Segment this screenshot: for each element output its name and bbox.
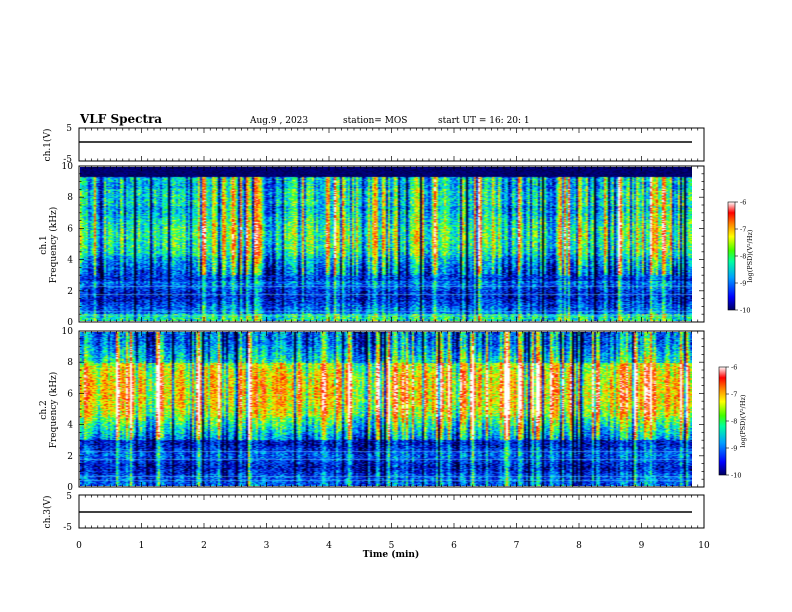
ch1-colorbar	[727, 201, 736, 311]
start-time-label: start UT = 16: 20: 1	[438, 116, 530, 126]
colorbar-tick-label: -8	[731, 418, 737, 426]
frequency-tick-label: 8	[67, 358, 73, 368]
colorbar-tick-label: -9	[740, 280, 746, 288]
figure-title: VLF Spectra	[79, 112, 162, 126]
frequency-tick-label: 10	[62, 162, 74, 172]
date-label: Aug.9 , 2023	[249, 116, 308, 126]
frequency-tick-label: 6	[67, 224, 73, 234]
ch3-waveform-panel: 5 -5 ch.3(V)	[42, 492, 705, 533]
ch2-colorbar	[718, 366, 727, 476]
colorbar-tick-label: -10	[731, 472, 741, 480]
x-tick-label: 8	[576, 541, 582, 551]
colorbar-tick-label: -6	[740, 199, 746, 207]
frequency-tick-label: 0	[67, 318, 73, 328]
x-tick-label: 5	[389, 541, 395, 551]
ch1-ytick-top: 5	[66, 124, 72, 134]
ch1-spectrogram-image	[80, 167, 692, 321]
x-tick-label: 10	[698, 541, 710, 551]
ch1-colorbar-label: log(PSD)(V²/Hz)	[746, 229, 754, 282]
frequency-tick-label: 10	[62, 327, 74, 337]
x-tick-label: 9	[639, 541, 645, 551]
x-axis-label: Time (min)	[363, 549, 420, 560]
ch3-ylabel: ch.3(V)	[42, 496, 53, 529]
frequency-tick-label: 0	[67, 483, 73, 493]
frequency-tick-label: 4	[67, 256, 73, 266]
x-tick-label: 6	[451, 541, 457, 551]
frequency-tick-label: 4	[67, 421, 73, 431]
ch1-ylabel: ch.1(V)	[42, 129, 53, 162]
frequency-tick-label: 6	[67, 389, 73, 399]
x-tick-label: 0	[76, 541, 82, 551]
ch1-ylabel-line2: Frequency (kHz)	[48, 207, 59, 284]
ch2-ylabel-line1: ch.2	[39, 400, 49, 419]
frequency-tick-label: 8	[67, 193, 73, 203]
x-tick-label: 7	[514, 541, 520, 551]
station-label: station= MOS	[343, 116, 407, 126]
x-tick-label: 2	[201, 541, 207, 551]
ch1-waveform-panel: 5 -5 ch.1(V)	[42, 124, 705, 165]
ch2-spectrogram-image	[80, 332, 692, 486]
colorbar-tick-label: -7	[740, 226, 746, 234]
colorbar-tick-label: -10	[740, 307, 750, 315]
colorbar-tick-label: -6	[731, 364, 737, 372]
colorbar-tick-label: -9	[731, 445, 737, 453]
x-tick-label: 4	[326, 541, 332, 551]
ch2-colorbar-label: log(PSD)(V²/Hz)	[739, 394, 747, 447]
ch2-spectrogram-panel: 0 2 4 6 8 10 ch.2 Frequency (kHz) -6 -7 -8 -9 -10…	[39, 327, 747, 493]
ch3-ytick-bottom: -5	[63, 523, 72, 533]
ch1-spectrogram-panel: 0 2 4 6 8 10 ch.1 Frequency (kHz) -6 -7 -8 -9 -10…	[39, 162, 754, 328]
ch1-ylabel-line1: ch.1	[39, 235, 49, 254]
frequency-tick-label: 2	[67, 287, 73, 297]
x-tick-label: 3	[264, 541, 270, 551]
frequency-tick-label: 2	[67, 452, 73, 462]
ch2-ylabel-line2: Frequency (kHz)	[48, 372, 59, 449]
ch1-ytick-bottom: -5	[63, 155, 72, 165]
x-tick-label: 1	[139, 541, 145, 551]
colorbar-tick-label: -8	[740, 253, 746, 261]
ch3-ytick-top: 5	[66, 492, 72, 502]
colorbar-tick-label: -7	[731, 391, 737, 399]
